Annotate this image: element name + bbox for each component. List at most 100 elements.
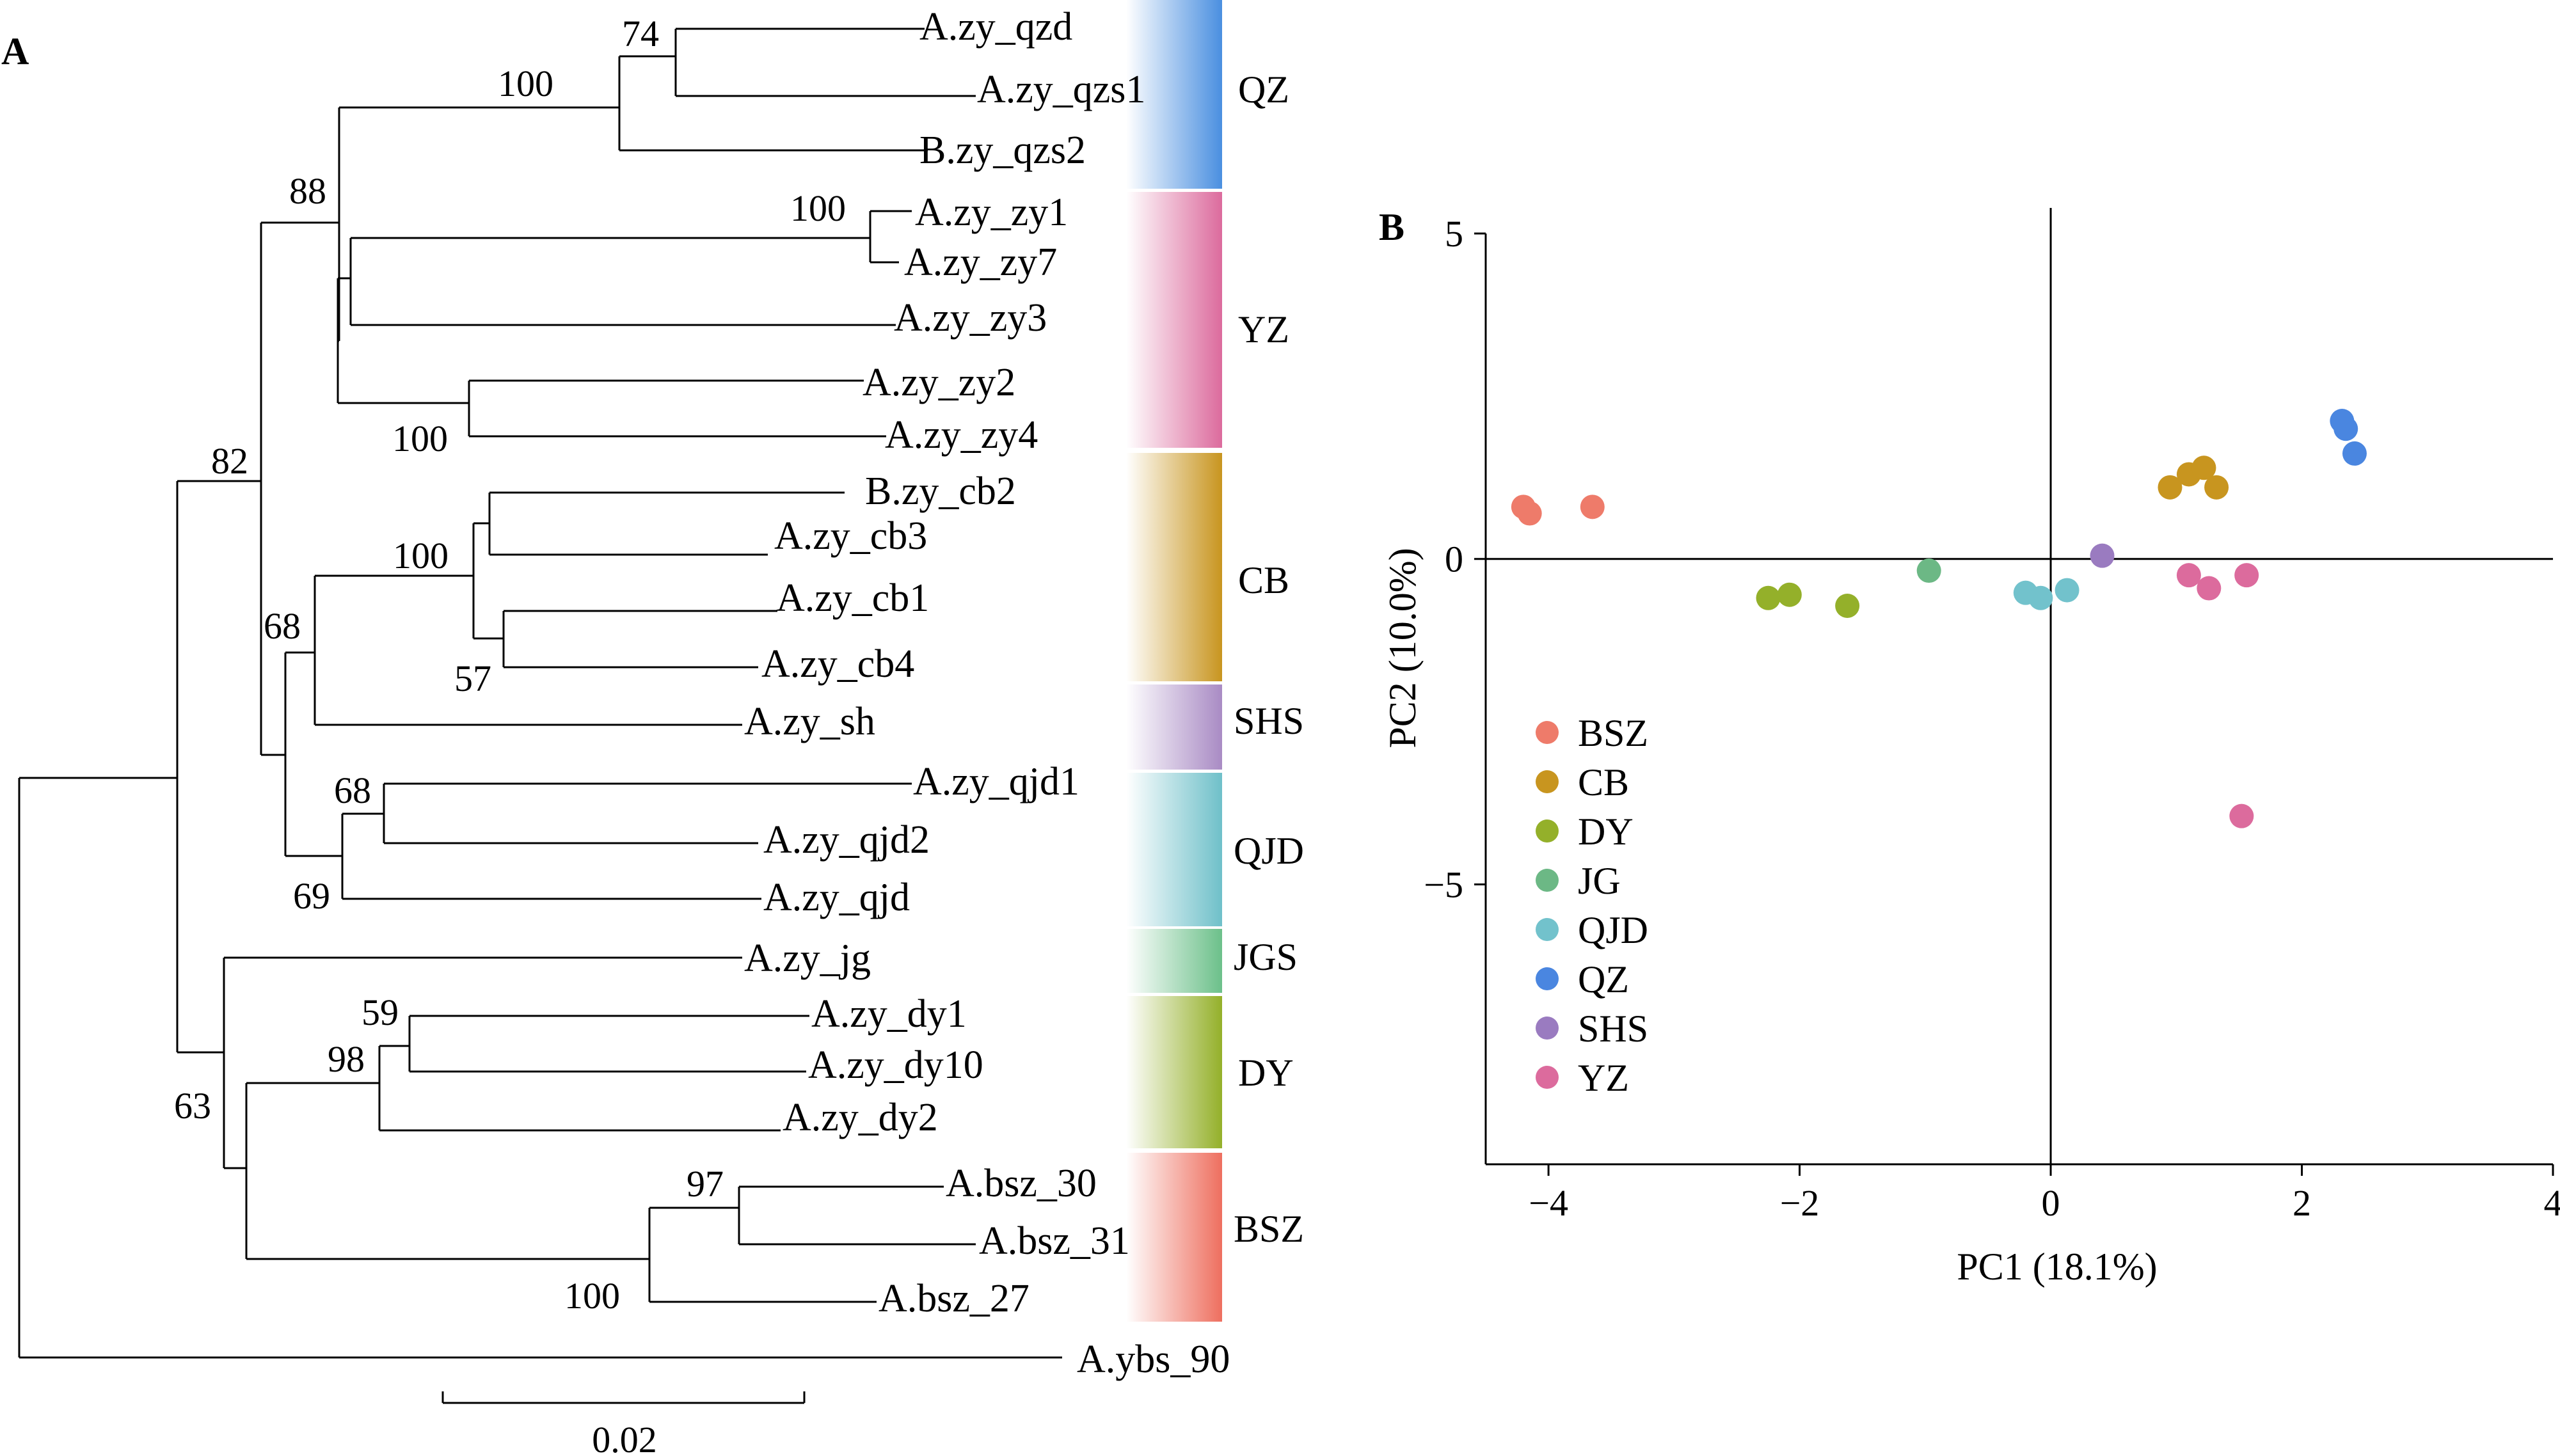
- clade-band-dy: [1126, 996, 1222, 1148]
- legend-label-jg: JG: [1578, 860, 1621, 902]
- pca-point-qjd: [2028, 585, 2053, 610]
- y-tick-label: 0: [1445, 539, 1463, 580]
- clade-label-yz: YZ: [1238, 308, 1289, 351]
- clade-label-jgs: JGS: [1234, 936, 1298, 978]
- y-tick-label: −5: [1424, 864, 1463, 905]
- tip-label: A.zy_zy2: [863, 361, 1015, 404]
- clade-band-qz: [1126, 0, 1222, 189]
- support-value: 69: [293, 875, 330, 917]
- support-value: 68: [334, 770, 371, 811]
- clade-label-dy: DY: [1238, 1052, 1294, 1094]
- support-value: 88: [289, 170, 326, 212]
- support-value: 63: [174, 1085, 211, 1127]
- pca-point-qz: [2342, 441, 2367, 466]
- pca-point-yz: [2197, 576, 2222, 601]
- clade-band-jgs: [1126, 929, 1222, 993]
- legend-marker-yz: [1536, 1066, 1559, 1089]
- legend-marker-qz: [1536, 967, 1559, 990]
- pca-point-yz: [2176, 563, 2201, 588]
- panel-a-label: A: [1, 30, 29, 72]
- tip-label: A.bsz_27: [879, 1277, 1030, 1320]
- legend-label-qjd: QJD: [1578, 909, 1648, 951]
- tip-label: A.zy_dy2: [783, 1096, 938, 1139]
- tip-label: A.zy_cb1: [776, 576, 929, 620]
- clade-label-qjd: QJD: [1234, 830, 1304, 872]
- clade-band-yz: [1126, 192, 1222, 448]
- support-value: 74: [622, 13, 659, 54]
- tip-label: A.zy_cb3: [774, 514, 927, 558]
- clade-band-bsz: [1126, 1153, 1222, 1322]
- pca-point-bsz: [1580, 495, 1605, 519]
- pca-point-cb: [2204, 475, 2229, 500]
- pca-point-bsz: [1517, 501, 1542, 526]
- pca-point-dy: [1835, 594, 1860, 618]
- tip-label: A.zy_cb4: [761, 642, 914, 686]
- pca-point-yz: [2234, 563, 2259, 588]
- tip-label: A.zy_zy3: [894, 296, 1047, 340]
- panel-a: A QZ YZ CB SHS QJD JGS DY BSZ: [1, 0, 1304, 1456]
- y-axis-title: PC2 (10.0%): [1381, 548, 1424, 748]
- tip-label: A.ybs_90: [1077, 1338, 1230, 1381]
- x-tick-label: −2: [1780, 1182, 1820, 1224]
- clade-label-cb: CB: [1238, 559, 1289, 601]
- pca-ticks: −4 −2 0 2 4 5 0 −5: [1424, 213, 2560, 1224]
- legend-label-cb: CB: [1578, 761, 1629, 803]
- tip-label: B.zy_qzs2: [919, 129, 1086, 172]
- tip-label: B.zy_cb2: [865, 470, 1016, 513]
- tip-label: A.zy_qjd2: [763, 818, 930, 862]
- x-tick-label: 2: [2293, 1182, 2311, 1224]
- support-value: 100: [498, 63, 553, 104]
- legend-label-yz: YZ: [1578, 1057, 1629, 1099]
- x-tick-label: 0: [2042, 1182, 2060, 1224]
- legend-marker-shs: [1536, 1017, 1559, 1040]
- x-tick-label: −4: [1529, 1182, 1568, 1224]
- support-value: 82: [211, 440, 248, 482]
- clade-label-qz: QZ: [1238, 68, 1289, 111]
- tip-label: A.zy_jg: [744, 937, 871, 980]
- tip-label: A.zy_zy1: [915, 191, 1068, 234]
- legend-label-qz: QZ: [1578, 958, 1629, 1001]
- support-value: 98: [328, 1038, 365, 1080]
- panel-b-label: B: [1379, 206, 1404, 248]
- tip-label: A.zy_qjd1: [913, 760, 1079, 803]
- tip-label: A.zy_zy7: [904, 241, 1057, 284]
- legend-marker-qjd: [1536, 918, 1559, 941]
- support-value: 100: [392, 418, 448, 459]
- support-value: 68: [264, 605, 301, 647]
- support-value: 100: [393, 535, 449, 576]
- tip-label: A.bsz_30: [946, 1162, 1097, 1205]
- legend-label-shs: SHS: [1578, 1008, 1648, 1050]
- tree-branches: [18, 28, 1062, 1359]
- y-tick-label: 5: [1445, 213, 1463, 255]
- pca-point-jg: [1916, 558, 1941, 583]
- legend-marker-cb: [1536, 770, 1559, 793]
- legend-label-dy: DY: [1578, 811, 1634, 853]
- pca-point-cb: [2191, 455, 2216, 480]
- clade-labels: QZ YZ CB SHS QJD JGS DY BSZ: [1234, 68, 1304, 1250]
- x-tick-label: 4: [2544, 1182, 2560, 1224]
- legend: BSZ CB DY JG QJD QZ SHS YZ: [1536, 712, 1648, 1099]
- scale-bar-label: 0.02: [592, 1419, 657, 1456]
- support-value: 57: [454, 658, 491, 699]
- pca-point-yz: [2229, 803, 2254, 828]
- support-values: 74 100 88 100 100 82 100 68 57 68 69 63 …: [174, 13, 846, 1317]
- panel-b: B −4 −2 0 2 4 5 0 −5 PC1 (18.1%) PC2 (10.0%) BS…: [1379, 206, 2560, 1288]
- x-axis-title: PC1 (18.1%): [1957, 1246, 2157, 1288]
- tip-label: A.zy_sh: [744, 700, 875, 743]
- tip-label: A.zy_qzs1: [977, 68, 1145, 111]
- support-value: 100: [790, 187, 846, 229]
- tip-label: A.zy_qjd: [763, 876, 910, 919]
- clade-bands: [1126, 0, 1222, 1322]
- legend-marker-jg: [1536, 869, 1559, 892]
- clade-label-bsz: BSZ: [1234, 1208, 1304, 1250]
- pca-point-qz: [2333, 416, 2358, 441]
- pca-points: [1511, 409, 2367, 828]
- tip-label: A.zy_zy4: [885, 413, 1038, 457]
- clade-label-shs: SHS: [1234, 700, 1304, 742]
- tip-label: A.bsz_31: [979, 1219, 1130, 1263]
- legend-label-bsz: BSZ: [1578, 712, 1648, 754]
- pca-axes: [1484, 208, 2553, 1166]
- legend-marker-dy: [1536, 819, 1559, 843]
- clade-band-qjd: [1126, 773, 1222, 926]
